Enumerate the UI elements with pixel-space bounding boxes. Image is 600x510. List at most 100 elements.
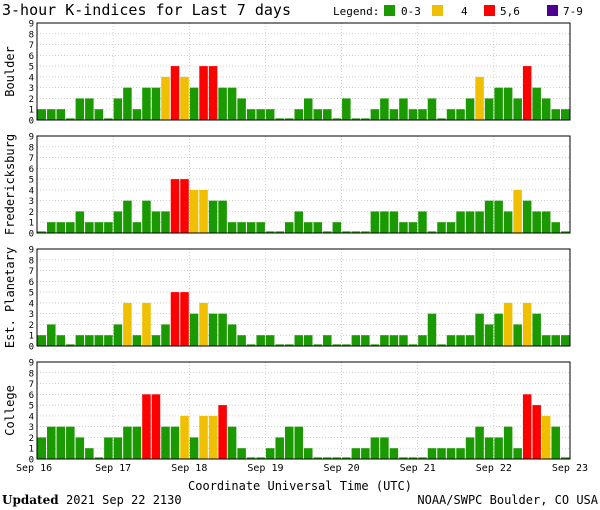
bar <box>446 222 456 233</box>
bar <box>170 426 180 459</box>
bar <box>427 448 437 459</box>
bar <box>475 211 484 233</box>
bar <box>37 335 47 346</box>
bar <box>304 98 313 120</box>
bar <box>551 335 560 346</box>
legend-label: Legend: <box>333 5 379 18</box>
legend-swatch-3 <box>547 5 558 16</box>
bar <box>66 222 75 233</box>
bar <box>332 344 342 346</box>
bar <box>494 437 503 459</box>
bar <box>408 109 418 120</box>
footer-source: NOAA/SWPC Boulder, CO USA <box>417 493 598 507</box>
panel-frame <box>36 135 571 234</box>
bar <box>456 335 465 346</box>
bar <box>541 415 551 459</box>
bar <box>370 109 380 120</box>
bar <box>370 211 380 233</box>
bar <box>256 109 265 120</box>
bar <box>161 324 170 346</box>
bar <box>151 335 161 346</box>
y-tick-label: 2 <box>29 434 34 444</box>
bar <box>208 200 218 233</box>
x-tick-label: Sep 17 <box>95 463 131 474</box>
bar <box>151 211 161 233</box>
x-tick-label: Sep 20 <box>324 463 360 474</box>
bar <box>380 437 389 459</box>
bar <box>104 118 113 120</box>
y-tick-label: 8 <box>29 143 34 153</box>
bar <box>66 426 75 459</box>
y-tick-label: 7 <box>29 267 34 277</box>
bar <box>256 222 265 233</box>
bar <box>47 109 56 120</box>
bar <box>94 109 104 120</box>
bar <box>123 302 132 346</box>
bar <box>256 457 265 459</box>
bar <box>465 211 475 233</box>
bar <box>551 109 560 120</box>
y-tick-label: 5 <box>29 402 34 412</box>
bar <box>503 302 513 346</box>
bar <box>332 222 342 233</box>
y-tick-label: 3 <box>29 84 34 94</box>
bar <box>494 87 503 120</box>
bar <box>170 292 180 346</box>
bar <box>484 98 494 120</box>
bar <box>560 109 570 120</box>
bar <box>513 98 522 120</box>
bar <box>294 109 303 120</box>
y-tick-label: 8 <box>29 30 34 40</box>
bar <box>513 324 522 346</box>
y-tick-label: 5 <box>29 63 34 73</box>
bar <box>47 222 56 233</box>
bar <box>218 405 227 459</box>
y-tick-label: 9 <box>29 20 34 30</box>
bar <box>370 344 380 346</box>
bar <box>123 200 132 233</box>
bar <box>389 211 399 233</box>
bar <box>199 415 208 459</box>
bar <box>494 200 503 233</box>
y-tick-label: 0 <box>29 117 34 127</box>
bar <box>142 200 151 233</box>
bar <box>47 426 56 459</box>
y-tick-label: 9 <box>29 246 34 256</box>
bar <box>532 211 541 233</box>
bar <box>37 437 47 459</box>
bar <box>294 335 303 346</box>
y-tick-label: 2 <box>29 321 34 331</box>
bar <box>123 87 132 120</box>
y-tick-label: 5 <box>29 176 34 186</box>
y-tick-label: 3 <box>29 197 34 207</box>
bar <box>37 109 47 120</box>
bar <box>66 344 75 346</box>
y-tick-label: 3 <box>29 423 34 433</box>
bar <box>151 87 161 120</box>
y-tick-label: 6 <box>29 278 34 288</box>
y-tick-label: 6 <box>29 391 34 401</box>
bar <box>56 335 66 346</box>
bar <box>503 211 513 233</box>
legend-item-0: 0-3 <box>401 5 421 18</box>
bar <box>284 344 294 346</box>
bar <box>399 98 408 120</box>
y-tick-label: 9 <box>29 359 34 369</box>
bar <box>361 231 370 233</box>
bar <box>227 222 237 233</box>
bar <box>427 231 437 233</box>
bar <box>456 109 465 120</box>
bar <box>389 448 399 459</box>
x-tick-labels: Sep 16 Sep 17 Sep 18 Sep 19 Sep 20 Sep 21 Sep … <box>16 463 588 474</box>
bar <box>380 98 389 120</box>
bar <box>180 292 189 346</box>
bar <box>541 211 551 233</box>
bar <box>342 344 351 346</box>
bar <box>161 211 170 233</box>
bar <box>408 344 418 346</box>
legend: Legend: 0-3 4 5,6 7-9 <box>333 5 583 18</box>
panel-frame <box>36 361 571 460</box>
bar <box>361 448 370 459</box>
